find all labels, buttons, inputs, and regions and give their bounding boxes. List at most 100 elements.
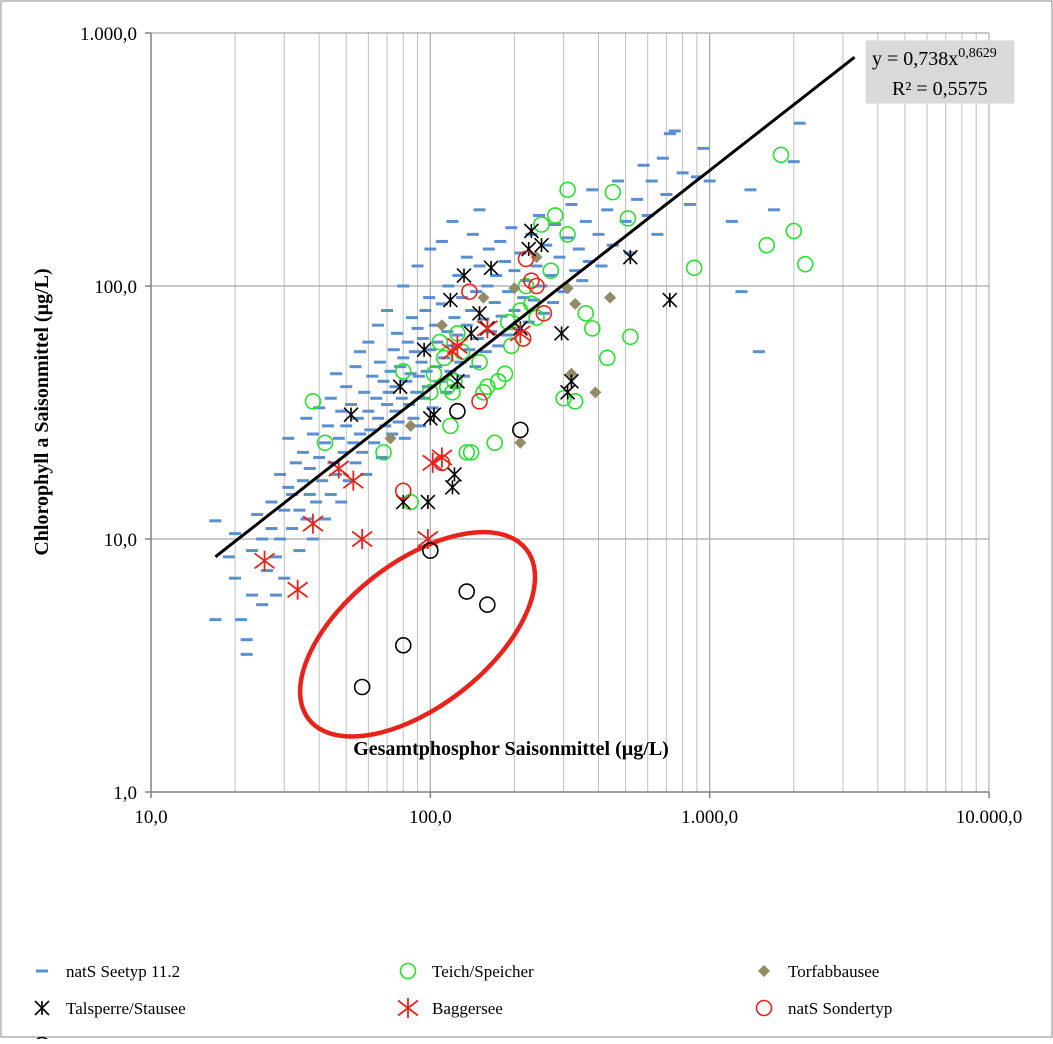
data-point [337,450,350,454]
data-point [420,494,436,510]
data-point [553,255,566,259]
data-point [471,393,488,410]
data-point [269,555,282,559]
data-point [473,208,486,212]
data-point [456,296,469,300]
data-point [561,236,574,240]
data-point [229,576,242,580]
data-point [523,223,539,239]
series-layer [209,121,814,696]
data-point [477,291,490,304]
data-point [435,319,448,332]
data-point [559,226,576,243]
data-point [313,455,326,459]
data-point [521,241,537,257]
data-point [668,129,681,133]
trendline-path [214,56,856,558]
data-point [411,326,424,330]
data-point [454,360,467,364]
data-point [303,492,316,496]
data-point [414,424,427,428]
data-point [537,311,550,315]
data-point [448,316,461,320]
data-point [586,188,599,192]
data-point [347,441,360,445]
data-point [793,121,806,125]
data-point [293,549,306,553]
data-point [349,365,362,369]
data-point [235,618,248,622]
data-point [407,416,420,420]
data-point [296,450,309,454]
data-point [660,192,673,196]
data-point [260,569,273,573]
data-point [316,479,329,483]
data-point [240,638,253,642]
equation-prefix: y = 0,738x [872,48,958,70]
data-point [589,386,602,399]
data-point [394,363,412,380]
data-point [289,461,302,465]
data-point [523,272,540,289]
data-point [533,216,550,233]
legend: natS Seetyp 11.2 Teich/Speicher Torfabbaus… [33,962,892,1044]
data-point [440,390,453,394]
data-point [313,406,326,410]
data-point [274,537,287,541]
data-point [458,374,471,378]
data-point [306,537,319,541]
data-point [547,301,560,305]
data-point [685,259,703,277]
data-point [522,320,535,324]
data-point [583,320,601,337]
data-point [306,432,319,436]
data-point [394,365,407,369]
data-point [302,513,324,534]
data-point [514,436,527,449]
data-point [645,179,658,183]
data-point [476,318,498,339]
data-point [404,419,417,432]
data-point [422,542,439,559]
data-point [460,255,473,259]
highlight-ellipse-layer [297,529,538,739]
data-point [373,360,386,364]
data-point [433,454,451,472]
data-point [452,274,465,278]
data-point [471,305,488,321]
data-point [362,409,375,413]
data-point [486,434,504,452]
data-point [389,409,402,413]
data-point [382,390,395,394]
data-point [375,455,388,459]
data-point [412,374,425,378]
x-tick-label: 100,0 [409,807,452,828]
data-point [342,479,355,483]
data-point [641,213,654,217]
data-point [703,179,716,183]
data-point [422,452,444,473]
trendline-equation-box: y = 0,738x0,8629 R² = 0,5575 [865,40,1015,104]
data-point [555,389,572,407]
data-point [503,337,520,355]
data-point [410,390,423,394]
data-point [482,247,495,251]
data-point [304,393,322,410]
data-point [424,348,437,352]
data-point [319,517,332,521]
data-point [408,350,421,354]
legend-swatch [758,965,770,977]
data-point [456,267,472,284]
data-point [343,407,359,423]
data-point [286,527,299,531]
x-tick-label: 10.000,0 [956,807,1023,828]
data-point [310,500,323,504]
data-point [340,385,353,389]
data-point [435,239,448,243]
legend-swatch [33,1036,51,1044]
data-point [426,407,442,423]
data-point [725,219,738,223]
data-point [511,326,524,330]
